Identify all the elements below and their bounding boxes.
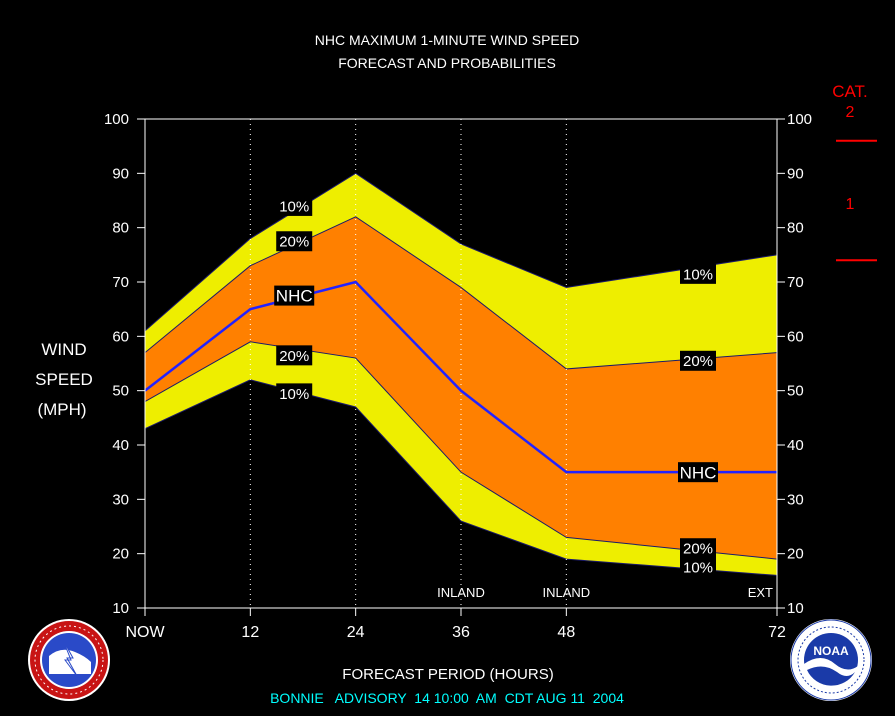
band-label: NHC xyxy=(276,287,313,306)
band-label: 20% xyxy=(683,541,713,558)
x-axis-labels: NOW 12 24 36 48 72 xyxy=(125,624,786,641)
y-tick-label-left: 30 xyxy=(112,491,129,508)
noaa-logo-text: NOAA xyxy=(813,644,849,658)
nhc-line xyxy=(144,280,777,474)
band-label-box xyxy=(276,383,313,404)
y-tick-label-left: 90 xyxy=(112,165,129,182)
category-scale: 21 xyxy=(836,104,877,262)
y-tick-label-right: 100 xyxy=(787,111,812,128)
chart-title-line2: FORECAST AND PROBABILITIES xyxy=(338,55,556,71)
y-tick-label-right: 40 xyxy=(787,437,804,454)
y-tick-label-left: 50 xyxy=(112,383,129,400)
period-labels: INLAND INLAND EXT xyxy=(437,585,773,600)
y-tick-label-right: 70 xyxy=(787,274,804,291)
band-label-box xyxy=(276,345,313,366)
x-axis-label: FORECAST PERIOD (HOURS) xyxy=(342,666,553,683)
band-label: NHC xyxy=(680,463,717,482)
y-tick-label-right: 80 xyxy=(787,220,804,237)
band-labels: 10% 20% NHC 20% 10% 10% 20% NHC 20% 10% xyxy=(274,195,718,578)
band-edge-line xyxy=(144,379,778,576)
chart-title-line1: NHC MAXIMUM 1-MINUTE WIND SPEED xyxy=(315,32,579,48)
band-edge-line xyxy=(144,172,778,332)
x-tick-label: 72 xyxy=(768,624,786,641)
y-tick-label-left: 40 xyxy=(112,437,129,454)
nhc-forecast-line xyxy=(144,280,777,474)
y-tick-label-left: 80 xyxy=(112,220,129,237)
x-tick-label: 36 xyxy=(452,624,470,641)
y-tick-label-right: 90 xyxy=(787,165,804,182)
x-tick-label: NOW xyxy=(125,624,165,641)
y-axis-label-line1: WIND xyxy=(41,340,86,359)
band-label-box xyxy=(678,462,718,483)
band-label-box xyxy=(276,195,313,216)
y-tick-label-left: 10 xyxy=(112,600,129,617)
band-label-box xyxy=(680,538,716,559)
band-label: 10% xyxy=(279,198,309,215)
category-label: 2 xyxy=(846,104,855,121)
band-label: 20% xyxy=(279,348,309,365)
period-label: EXT xyxy=(748,585,773,600)
band-label: 10% xyxy=(683,560,713,577)
y-tick-label-right: 60 xyxy=(787,328,804,345)
band-label: 10% xyxy=(683,266,713,283)
band-label: 10% xyxy=(279,386,309,403)
band-label: 20% xyxy=(279,234,309,251)
band-edge-line xyxy=(144,341,778,560)
nws-seal-icon xyxy=(28,619,110,701)
advisory-footer: BONNIE ADVISORY 14 10:00 AM CDT AUG 11 2… xyxy=(270,690,624,706)
category-label: 1 xyxy=(846,196,855,213)
y-axis-right-labels: 10 20 30 40 50 60 70 80 90 100 xyxy=(787,111,812,617)
band-label-box xyxy=(680,557,716,578)
y-tick-label-right: 30 xyxy=(787,491,804,508)
y-tick-label-right: 20 xyxy=(787,546,804,563)
y-tick-label-right: 10 xyxy=(787,600,804,617)
y-axis-left-labels: 10 20 30 40 50 60 70 80 90 100 xyxy=(104,111,129,617)
noaa-seal-icon: NOAA xyxy=(790,619,872,701)
band-label: 20% xyxy=(683,353,713,370)
x-tick-label: 48 xyxy=(557,624,575,641)
y-tick-label-right: 50 xyxy=(787,383,804,400)
period-label: INLAND xyxy=(437,585,485,600)
category-title: CAT. xyxy=(832,82,868,101)
band-edge-line xyxy=(144,216,778,370)
y-tick-label-left: 60 xyxy=(112,328,129,345)
period-label: INLAND xyxy=(542,585,590,600)
y-axis-label-line2: SPEED xyxy=(35,370,93,389)
x-tick-label: 12 xyxy=(241,624,259,641)
band-label-box xyxy=(680,350,716,371)
band-label-box xyxy=(680,263,716,284)
axis-ticks xyxy=(137,118,785,616)
x-tick-label: 24 xyxy=(347,624,365,641)
band-label-box xyxy=(276,231,313,252)
y-axis-label-line3: (MPH) xyxy=(37,400,86,419)
y-tick-label-left: 70 xyxy=(112,274,129,291)
band-label-box xyxy=(274,285,315,306)
y-tick-label-left: 20 xyxy=(112,546,129,563)
y-tick-label-left: 100 xyxy=(104,111,129,128)
